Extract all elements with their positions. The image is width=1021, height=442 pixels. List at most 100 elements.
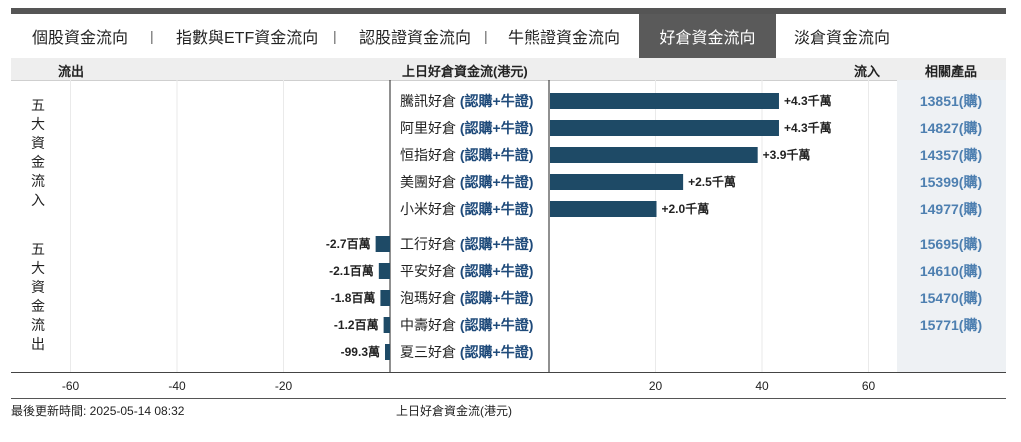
- chart-title: 上日好倉資金流(港元): [402, 64, 528, 79]
- footer-divider: [11, 398, 1006, 399]
- last-updated: 最後更新時間: 2025-05-14 08:32: [11, 404, 185, 418]
- related-product-link[interactable]: 14977(購): [920, 201, 982, 217]
- side-label-char: 流: [31, 173, 45, 189]
- category-tag: (認購+牛證): [460, 290, 534, 306]
- category-label: 工行好倉 (認購+牛證): [400, 236, 533, 252]
- side-label-char: 大: [31, 116, 45, 132]
- category-tag: (認購+牛證): [460, 93, 534, 109]
- related-product-link[interactable]: 15695(購): [920, 236, 982, 252]
- category-label: 美團好倉 (認購+牛證): [400, 174, 533, 190]
- category-label: 恒指好倉 (認購+牛證): [400, 147, 533, 163]
- side-label-char: 五: [31, 97, 45, 113]
- chart-header: 流出 上日好倉資金流(港元) 流入 相關產品: [11, 58, 1006, 81]
- related-product-link[interactable]: 14610(購): [920, 263, 982, 279]
- bar-value-label: +4.3千萬: [784, 120, 832, 135]
- outflow-side-label: 五大資金流出: [30, 240, 46, 354]
- category-name: 騰訊好倉: [400, 93, 460, 109]
- footer-caption: 上日好倉資金流(港元): [396, 404, 512, 418]
- tab-warrant-flow[interactable]: 認股證資金流向: [359, 30, 472, 47]
- side-label-char: 五: [31, 241, 45, 257]
- related-product-link[interactable]: 14357(購): [920, 147, 982, 163]
- x-tick-label: 60: [862, 379, 876, 393]
- category-name: 平安好倉: [400, 263, 460, 279]
- x-tick-label: -60: [62, 379, 80, 393]
- outflow-label: 流出: [58, 64, 85, 79]
- products-header: 相關產品: [925, 64, 978, 79]
- side-label-char: 資: [31, 135, 45, 151]
- outflow-bar: [378, 263, 390, 279]
- category-label: 夏三好倉 (認購+牛證): [400, 344, 533, 360]
- category-tag: (認購+牛證): [460, 317, 534, 333]
- category-tag: (認購+牛證): [460, 201, 534, 217]
- outflow-bar: [380, 290, 390, 306]
- category-tag: (認購+牛證): [460, 236, 534, 252]
- inflow-side-label: 五大資金流入: [30, 96, 46, 210]
- category-name: 夏三好倉: [400, 344, 460, 360]
- tab-separator: |: [484, 28, 488, 44]
- bar-value-label: -2.7百萬: [326, 236, 371, 251]
- tab-separator: |: [333, 28, 337, 44]
- category-tag: (認購+牛證): [460, 344, 534, 360]
- x-tick-label: -20: [275, 379, 293, 393]
- tab-bull-position-flow[interactable]: 好倉資金流向: [639, 14, 776, 58]
- outflow-bar: [375, 236, 390, 252]
- inflow-bar: [550, 201, 657, 217]
- category-tag: (認購+牛證): [460, 147, 534, 163]
- category-tag: (認購+牛證): [460, 263, 534, 279]
- category-name: 美團好倉: [400, 174, 460, 190]
- side-label-char: 資: [31, 279, 45, 295]
- bar-value-label: +4.3千萬: [784, 93, 832, 108]
- side-label-char: 金: [31, 298, 45, 314]
- bar-value-label: +2.0千萬: [662, 201, 710, 216]
- inflow-bar: [550, 93, 779, 109]
- side-label-char: 大: [31, 260, 45, 276]
- x-tick-label: -40: [168, 379, 186, 393]
- category-label: 平安好倉 (認購+牛證): [400, 263, 533, 279]
- category-name: 恒指好倉: [400, 147, 460, 163]
- related-product-link[interactable]: 15399(購): [920, 174, 982, 190]
- related-product-link[interactable]: 15771(購): [920, 317, 982, 333]
- outflow-bar: [383, 317, 390, 333]
- bar-value-label: +2.5千萬: [688, 174, 736, 189]
- category-name: 工行好倉: [400, 236, 460, 252]
- inflow-bar: [550, 120, 779, 136]
- bar-value-label: -2.1百萬: [329, 263, 374, 278]
- tab-bar: 個股資金流向 | 指數與ETF資金流向 | 認股證資金流向 | 牛熊證資金流向 …: [11, 14, 1006, 58]
- tab-cbbc-flow[interactable]: 牛熊證資金流向: [508, 30, 621, 47]
- category-name: 小米好倉: [400, 201, 460, 217]
- tab-separator: |: [150, 28, 154, 44]
- side-label-char: 入: [31, 192, 45, 208]
- category-tag: (認購+牛證): [460, 174, 534, 190]
- top-accent-bar: [11, 8, 1006, 14]
- category-label: 小米好倉 (認購+牛證): [400, 201, 533, 217]
- related-product-link[interactable]: 15470(購): [920, 290, 982, 306]
- category-tag: (認購+牛證): [460, 120, 534, 136]
- side-label-char: 金: [31, 154, 45, 170]
- category-name: 中壽好倉: [400, 317, 460, 333]
- inflow-bar: [550, 174, 684, 190]
- bar-value-label: +3.9千萬: [763, 147, 811, 162]
- related-product-link[interactable]: 14827(購): [920, 120, 982, 136]
- category-label: 泡瑪好倉 (認購+牛證): [400, 290, 533, 306]
- x-tick-label: 40: [755, 379, 769, 393]
- outflow-bar: [385, 344, 390, 360]
- tab-index-etf-flow[interactable]: 指數與ETF資金流向: [176, 30, 319, 47]
- bar-value-label: -99.3萬: [341, 344, 380, 359]
- related-product-link[interactable]: 13851(購): [920, 93, 982, 109]
- bar-value-label: -1.8百萬: [331, 290, 376, 305]
- x-tick-label: 20: [649, 379, 663, 393]
- inflow-bar: [550, 147, 758, 163]
- category-name: 阿里好倉: [400, 120, 460, 136]
- side-label-char: 流: [31, 317, 45, 333]
- category-label: 騰訊好倉 (認購+牛證): [400, 93, 533, 109]
- products-column-bg: [897, 80, 1006, 372]
- inflow-label: 流入: [854, 64, 881, 79]
- category-label: 中壽好倉 (認購+牛證): [400, 317, 533, 333]
- tab-stock-flow[interactable]: 個股資金流向: [32, 30, 129, 47]
- category-label: 阿里好倉 (認購+牛證): [400, 120, 533, 136]
- side-label-char: 出: [31, 336, 45, 352]
- category-name: 泡瑪好倉: [400, 290, 460, 306]
- bar-value-label: -1.2百萬: [334, 317, 379, 332]
- tab-bear-position-flow[interactable]: 淡倉資金流向: [794, 30, 891, 47]
